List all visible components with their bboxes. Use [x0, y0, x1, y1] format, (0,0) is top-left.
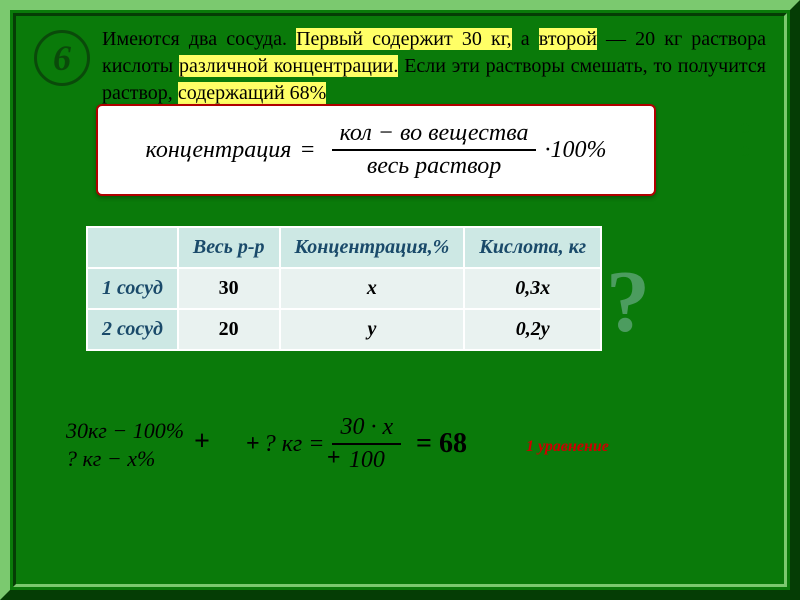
formula-fraction: кол − во вещества весь раствор [332, 120, 537, 180]
eq-frac-den-text: 100 [349, 447, 385, 473]
equation-proportion: 30кг − 100% ? кг − x% [66, 416, 184, 474]
eq-frac-pre: ? кг = [264, 431, 325, 458]
problem-text: Имеются два сосуда. Первый содержит 30 к… [102, 26, 766, 107]
data-table: Весь р-р Концентрация,% Кислота, кг 1 со… [86, 226, 602, 351]
eq-line1: 30кг − 100% [66, 418, 184, 444]
problem-number: 6 [53, 37, 71, 79]
header-row: 6 Имеются два сосуда. Первый содержит 30… [34, 26, 766, 107]
formula-eq: = [299, 137, 315, 164]
eq-frac-num-text: 30 · x [340, 414, 393, 440]
col-blank [87, 227, 178, 268]
problem-hl2: второй [539, 28, 597, 50]
col-acid: Кислота, кг [464, 227, 601, 268]
table-row: 1 сосуд 30 x 0,3x [87, 268, 601, 309]
formula-num: кол − во вещества [332, 120, 537, 151]
slide-frame: 6 Имеются два сосуда. Первый содержит 30… [0, 0, 800, 600]
row2-conc: y [367, 318, 376, 340]
eq-plus1: + [194, 426, 210, 458]
obscured-a: о [740, 116, 754, 139]
row1-acid: 0,3x [515, 277, 550, 299]
col-whole: Весь р-р [178, 227, 280, 268]
eq-result: = 68 [416, 428, 467, 460]
problem-mid1: а [512, 28, 539, 50]
row1-whole: 30 [178, 268, 280, 309]
formula-box: концентрация = кол − во вещества весь ра… [96, 104, 656, 196]
row2-acid: 0,2y [516, 318, 550, 340]
problem-number-badge: 6 [34, 30, 90, 86]
row2-whole: 20 [178, 309, 280, 350]
row2-label: 2 сосуд [87, 309, 178, 350]
table-header-row: Весь р-р Концентрация,% Кислота, кг [87, 227, 601, 268]
table-row: 2 сосуд 20 y 0,2y [87, 309, 601, 350]
eq-plus-bottom: + [327, 445, 341, 472]
equation-fraction: + ? кг = 30 · x + 100 [246, 414, 409, 474]
problem-hl3: различной концентрации. [179, 55, 398, 77]
row1-conc: x [367, 277, 377, 299]
formula-pct: ·100% [544, 137, 606, 164]
slide-inner: 6 Имеются два сосуда. Первый содержит 30… [13, 13, 787, 587]
eq-plus-top: + [246, 431, 260, 458]
eq-line2: ? кг − x% [66, 446, 184, 472]
formula-lhs: концентрация [146, 137, 292, 164]
eq-frac-num: 30 · x [332, 414, 401, 445]
problem-hl4: содержащий 68% [178, 82, 327, 104]
problem-hl1: Первый содержит 30 кг, [296, 28, 512, 50]
eq-frac-den: + 100 [341, 445, 393, 474]
obscured-b: о [740, 139, 754, 162]
question-mark-icon: ? [606, 252, 650, 353]
problem-pre1: Имеются два сосуда. [102, 28, 296, 50]
eq-label: 1 уравнение [526, 438, 609, 456]
col-conc: Концентрация,% [280, 227, 465, 268]
row1-label: 1 сосуд [87, 268, 178, 309]
formula-den: весь раствор [359, 151, 509, 180]
obscured-text: о о [740, 116, 754, 162]
eq-frac: 30 · x + 100 [332, 414, 401, 474]
